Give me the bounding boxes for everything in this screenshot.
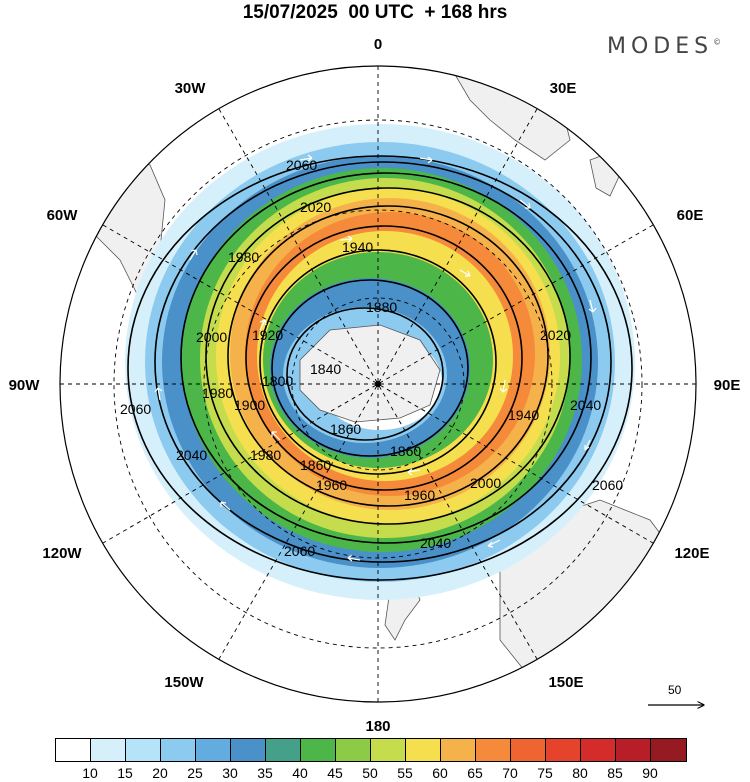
contour-label: 2020 [300, 199, 331, 215]
colorbar [55, 738, 687, 762]
modes-logo: MODES© [607, 34, 721, 59]
contour-label: 2040 [570, 397, 601, 413]
contour-label: 1860 [330, 421, 361, 437]
contour-label: 1960 [404, 487, 435, 503]
colorbar-tick-label: 35 [257, 765, 273, 781]
colorbar-swatch [301, 739, 336, 761]
contour-label: 2020 [540, 327, 571, 343]
lon-label-60e: 60E [677, 207, 704, 224]
contour-label: 1880 [366, 299, 397, 315]
colorbar-swatch [441, 739, 476, 761]
contour-label: 1960 [316, 477, 347, 493]
brand-text: MODES [607, 34, 714, 59]
colorbar-swatch [651, 739, 686, 761]
colorbar-tick-label: 85 [607, 765, 623, 781]
contour-label: 1920 [252, 327, 283, 343]
colorbar-swatch [476, 739, 511, 761]
contour-label-group: 2060 2020 1980 1940 1880 1920 2000 1840 … [120, 157, 623, 559]
contour-label: 1860 [390, 443, 421, 459]
colorbar-tick-label: 70 [502, 765, 518, 781]
colorbar-swatch [126, 739, 161, 761]
vector-reference-label: 50 [668, 683, 682, 697]
lon-label-0: 0 [374, 36, 382, 53]
contour-label: 1900 [234, 397, 265, 413]
contour-label: 1940 [342, 239, 373, 255]
lon-label-120w: 120W [42, 545, 82, 562]
colorbar-tick-label: 45 [327, 765, 343, 781]
contour-label: 2000 [196, 329, 227, 345]
colorbar-tick-label: 50 [362, 765, 378, 781]
lon-label-90w: 90W [9, 377, 41, 394]
map-title: 15/07/2025 00 UTC + 168 hrs [242, 2, 508, 23]
height-contours [127, 155, 633, 581]
colorbar-swatch [266, 739, 301, 761]
wind-vectors [154, 154, 597, 562]
colorbar-tick-label: 25 [187, 765, 203, 781]
contour-label: 2060 [286, 157, 317, 173]
contour-label: 2060 [284, 543, 315, 559]
colorbar-swatch [511, 739, 546, 761]
contour-label: 1980 [202, 385, 233, 401]
colorbar-tick-label: 90 [642, 765, 658, 781]
contour-label: 1980 [250, 447, 281, 463]
colorbar-tick-label: 80 [572, 765, 588, 781]
contour-label: 1980 [228, 249, 259, 265]
colorbar-swatch [616, 739, 651, 761]
contour-label: 2060 [120, 401, 151, 417]
lon-label-150e: 150E [548, 674, 583, 691]
colorbar-tick-label: 30 [222, 765, 238, 781]
colorbar-ticks: 10 15 20 25 30 35 40 45 50 55 60 65 70 75 80 85 90 [55, 765, 685, 782]
colorbar-tick-label: 20 [152, 765, 168, 781]
colorbar-swatch [196, 739, 231, 761]
contour-label: 2040 [176, 447, 207, 463]
colorbar-swatch [161, 739, 196, 761]
contour-label: 1800 [262, 373, 293, 389]
colorbar-tick-label: 60 [432, 765, 448, 781]
contour-label: 2000 [470, 475, 501, 491]
contour-label: 1860 [300, 457, 331, 473]
colorbar-tick-label: 10 [82, 765, 98, 781]
colorbar-swatch [371, 739, 406, 761]
copyright-mark: © [713, 37, 722, 47]
colorbar-swatch [56, 739, 91, 761]
colorbar-tick-label: 15 [117, 765, 133, 781]
colorbar-swatch [91, 739, 126, 761]
colorbar-tick-label: 40 [292, 765, 308, 781]
colorbar-tick-label: 65 [467, 765, 483, 781]
colorbar-swatch [231, 739, 266, 761]
lon-label-30w: 30W [175, 80, 207, 97]
colorbar-swatch [546, 739, 581, 761]
south-pole-marker [375, 381, 381, 387]
antarctica-coast [299, 324, 441, 423]
colorbar-tick-label: 75 [537, 765, 553, 781]
colorbar-swatch [336, 739, 371, 761]
colorbar-swatch [581, 739, 616, 761]
contour-label: 1840 [310, 361, 341, 377]
contour-label: 2040 [420, 535, 451, 551]
lon-label-120e: 120E [674, 545, 709, 562]
graticule [60, 66, 696, 702]
lon-label-150w: 150W [164, 674, 204, 691]
colorbar-swatch [406, 739, 441, 761]
lon-label-180: 180 [365, 718, 390, 735]
lon-label-30e: 30E [550, 80, 577, 97]
contour-label: 1940 [508, 407, 539, 423]
contour-label: 2060 [592, 477, 623, 493]
lon-label-60w: 60W [47, 207, 79, 224]
map-border [59, 65, 697, 703]
longitude-label-group: 0 30E 60E 90E 120E 150E 180 150W 120W 90… [9, 36, 741, 735]
lon-label-90e: 90E [714, 377, 741, 394]
colorbar-tick-label: 55 [397, 765, 413, 781]
